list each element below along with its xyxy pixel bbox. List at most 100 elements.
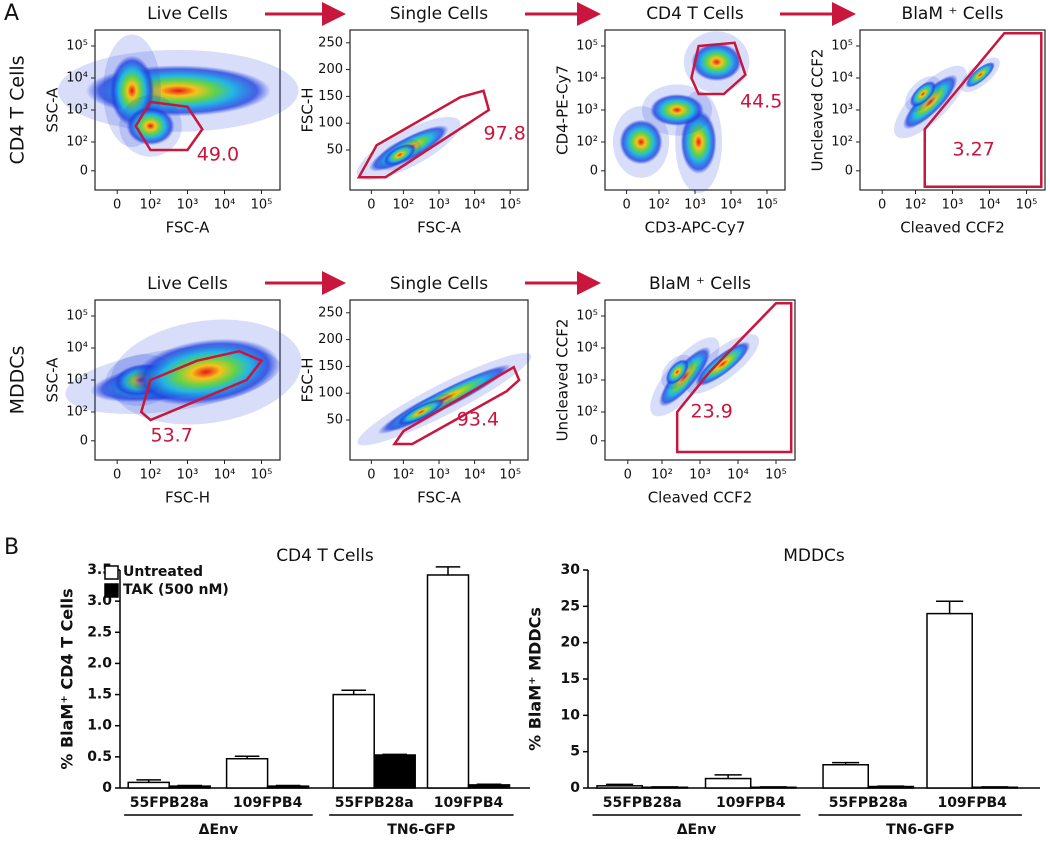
plot-title: Live Cells [147,274,228,294]
x-tick-label: 10⁴ [464,468,486,483]
cell-density [658,346,711,407]
y-tick-label: 1.0 [87,718,112,734]
cell-density [691,42,742,82]
y-tick-label: 20 [561,635,581,651]
y-tick-label: 10³ [576,373,598,388]
y-tick-label: 10³ [66,373,88,388]
y-tick-label: 10⁴ [66,71,88,86]
x-axis-label: Cleaved CCF2 [900,219,1005,237]
legend-swatch [104,565,119,580]
y-tick-label: 10⁵ [576,309,598,324]
x-tick-label: 55FPB28a [335,795,414,811]
panel-label: A [4,1,19,26]
x-tick-label: 55FPB28a [829,795,908,811]
gate [675,301,793,454]
x-tick-label: 10⁴ [464,198,486,213]
x-tick-label: 10² [905,198,927,213]
x-tick-label: 10⁵ [251,198,273,213]
y-tick-label: 0 [590,163,598,178]
y-tick-label: 25 [561,598,580,614]
x-tick-label: 10³ [942,198,964,213]
cell-density [680,110,717,174]
plot-title: BlaM ⁺ Cells [902,4,1004,24]
x-tick-label: 109FPB4 [716,795,786,811]
bar [704,777,752,789]
cell-density [619,119,663,165]
y-tick-label: 10² [831,135,853,150]
x-tick-label: 10⁵ [756,198,778,213]
x-tick-label: 55FPB28a [603,795,682,811]
y-axis-label: FSC-H [299,357,317,402]
gate-value: 93.4 [457,409,499,431]
y-tick-label: 2.5 [87,624,112,640]
y-tick-label: 10⁵ [831,39,853,54]
x-tick-label: 10⁴ [727,468,749,483]
x-tick-label: 10³ [689,468,711,483]
gate [356,89,491,179]
cell-density [909,80,936,108]
gate [134,100,204,152]
bar [596,785,643,789]
y-tick-label: 250 [318,305,343,320]
y-tick-label: 0 [590,433,598,448]
y-tick-label: 10⁴ [576,341,598,356]
x-tick-label: 10³ [428,468,450,483]
y-tick-label: 10² [66,135,88,150]
x-tick-label: 10⁴ [214,468,236,483]
group-label: ΔEnv [677,822,717,838]
x-tick-label: 10⁴ [720,198,742,213]
flow-plot: 23.9 BlaM ⁺ Cells Cleaved CCF2 Uncleaved CC… [554,274,796,507]
cell-density [665,359,689,385]
y-tick-label: 100 [318,386,343,401]
x-tick-label: 10⁵ [251,468,273,483]
y-tick-label: 10⁵ [576,39,598,54]
gate-value: 3.27 [953,139,995,161]
y-tick-label: 10⁵ [66,39,88,54]
x-tick-label: 10³ [684,198,706,213]
y-tick-label: 10² [66,405,88,420]
x-tick-label: 0 [367,198,375,213]
x-tick-label: 109FPB4 [233,795,303,811]
plot-title: Single Cells [390,274,488,294]
chart-title: CD4 T Cells [276,546,374,566]
y-tick-label: 10² [576,135,598,150]
x-tick-label: 10² [648,198,670,213]
x-axis-label: Cleaved CCF2 [648,489,753,507]
gating-arrows [265,2,856,295]
x-tick-label: 109FPB4 [434,795,504,811]
y-axis-label: % BlaM⁺ CD4 T Cells [58,588,77,769]
gate-value: 97.8 [484,123,526,145]
y-tick-label: 150 [318,359,343,374]
plot-title: CD4 T Cells [646,4,744,24]
y-axis-label: SSC-A [44,87,62,133]
bar [168,785,211,789]
x-tick-label: 10² [140,468,162,483]
group-label: TN6-GFP [886,822,954,838]
y-tick-label: 10³ [831,103,853,118]
gate [392,365,521,446]
x-tick-label: 0 [113,468,121,483]
y-tick-label: 10² [576,405,598,420]
gate-value: 53.7 [151,425,193,447]
x-tick-label: 55FPB28a [130,795,209,811]
flow-plot: 53.7 Live Cells FSC-H SSC-A 0 10² 10³ 10⁴ 10⁵ 0 10… [44,274,302,507]
legend-swatch [104,583,119,598]
y-tick-label: 15 [561,671,580,687]
gate-value: 49.0 [197,143,239,165]
y-tick-label: 0 [102,780,112,796]
y-tick-label: 0 [80,433,88,448]
x-tick-label: 0 [113,198,121,213]
y-tick-label: 250 [318,35,343,50]
y-tick-label: 2.0 [87,655,112,671]
y-tick-label: 10⁴ [831,71,853,86]
group-label: ΔEnv [199,822,239,838]
y-tick-label: 0.5 [87,749,112,765]
x-tick-label: 0 [624,468,632,483]
y-tick-label: 100 [318,116,343,131]
y-tick-label: 0 [80,163,88,178]
gate-value: 23.9 [691,401,733,423]
cell-density [902,74,958,130]
y-axis-label: FSC-H [299,87,317,132]
